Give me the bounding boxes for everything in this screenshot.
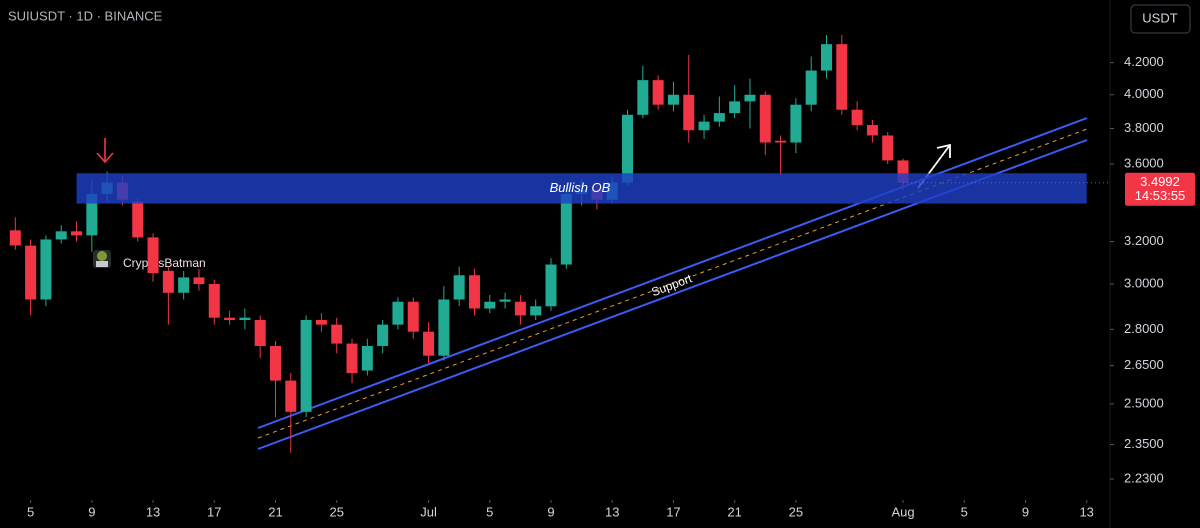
candle-body — [790, 104, 802, 143]
chart-title: SUIUSDT · 1D · BINANCE — [8, 8, 163, 23]
candle-body — [331, 324, 343, 344]
y-tick-label: 2.2300 — [1124, 470, 1164, 485]
currency-label[interactable]: USDT — [1142, 10, 1177, 25]
x-tick-label: 9 — [88, 504, 95, 519]
y-tick-label: 3.0000 — [1124, 275, 1164, 290]
candle-body — [560, 193, 572, 265]
candle-body — [300, 320, 312, 412]
candle-body — [162, 270, 174, 293]
candle-body — [346, 343, 358, 374]
candle-body — [270, 345, 281, 381]
candle-body — [836, 44, 848, 110]
candle-body — [178, 277, 190, 293]
support-upper — [257, 117, 1088, 429]
candle-body — [866, 125, 878, 136]
x-tick-label: 9 — [547, 504, 554, 519]
candle-body — [392, 301, 404, 325]
y-tick-label: 2.5000 — [1124, 395, 1164, 410]
x-tick-label: 21 — [727, 504, 741, 519]
x-tick-label: 13 — [1079, 504, 1093, 519]
down-arrow — [96, 138, 114, 164]
candle-body — [805, 70, 817, 105]
candle-body — [882, 135, 894, 161]
candle-body — [729, 101, 741, 114]
candle-body — [667, 94, 679, 105]
candle-body — [193, 277, 205, 284]
candle-body — [484, 301, 496, 309]
candle-body — [438, 299, 450, 356]
x-tick-label: 17 — [666, 504, 680, 519]
last-price-box — [1125, 172, 1195, 206]
candle-body — [377, 324, 389, 346]
watermark: CryptosBatman — [123, 256, 206, 270]
candle-body — [851, 109, 863, 126]
y-tick-label: 2.3500 — [1124, 436, 1164, 451]
x-tick-label: 17 — [207, 504, 221, 519]
candle-body — [683, 94, 695, 131]
candle-body — [744, 94, 756, 102]
candle-body — [468, 275, 480, 309]
zone-label: Bullish OB — [550, 180, 611, 195]
candle-body — [361, 345, 373, 371]
x-tick-label: Aug — [891, 504, 914, 519]
candle-body — [224, 317, 236, 321]
currency-button[interactable] — [1130, 4, 1191, 34]
candle-body — [239, 317, 251, 321]
order-block-zone — [76, 173, 1087, 204]
candle-body — [71, 231, 83, 236]
y-tick-label: 2.8000 — [1124, 321, 1164, 336]
candle-body — [545, 264, 557, 307]
candle-body — [453, 275, 465, 300]
x-tick-label: 13 — [146, 504, 160, 519]
x-tick-label: 25 — [329, 504, 343, 519]
x-tick-label: 5 — [27, 504, 34, 519]
y-tick-label: 3.6000 — [1124, 155, 1164, 170]
watermark-icon — [93, 250, 111, 268]
candle-body — [499, 299, 511, 302]
candle-body — [9, 230, 21, 246]
candle-body — [407, 301, 419, 332]
candle-body — [55, 231, 67, 240]
candle-body — [285, 380, 297, 412]
x-tick-label: 5 — [961, 504, 968, 519]
candle-body — [315, 320, 327, 325]
x-tick-label: Jul — [420, 504, 437, 519]
y-tick-label: 3.8000 — [1124, 120, 1164, 135]
candle-body — [423, 331, 435, 356]
candle-body — [821, 44, 832, 71]
last-price-label: 3.4992 — [1140, 174, 1180, 189]
candle-body — [775, 140, 787, 143]
candle-body — [622, 114, 634, 183]
candle-body — [530, 306, 542, 316]
y-tick-label: 4.0000 — [1124, 86, 1164, 101]
candle-body — [25, 245, 37, 300]
candle-body — [40, 239, 52, 300]
candle-body — [637, 80, 649, 115]
countdown-label: 14:53:55 — [1135, 188, 1186, 203]
x-tick-label: 25 — [789, 504, 803, 519]
y-tick-label: 3.2000 — [1124, 233, 1164, 248]
candle-body — [652, 80, 664, 105]
candle-body — [254, 320, 266, 346]
x-tick-label: 21 — [268, 504, 282, 519]
x-tick-label: 9 — [1022, 504, 1029, 519]
candle-body — [514, 301, 526, 316]
candle-body — [759, 94, 771, 143]
x-tick-label: 5 — [486, 504, 493, 519]
candle-body — [897, 160, 909, 183]
candle-body — [208, 283, 220, 318]
candle-body — [132, 201, 144, 238]
y-tick-label: 4.2000 — [1124, 54, 1164, 69]
y-tick-label: 2.6500 — [1124, 357, 1164, 372]
x-tick-label: 13 — [605, 504, 619, 519]
candle-body — [698, 121, 710, 131]
candle-body — [713, 113, 725, 122]
candle-body — [86, 193, 98, 236]
candle-body — [147, 237, 159, 274]
